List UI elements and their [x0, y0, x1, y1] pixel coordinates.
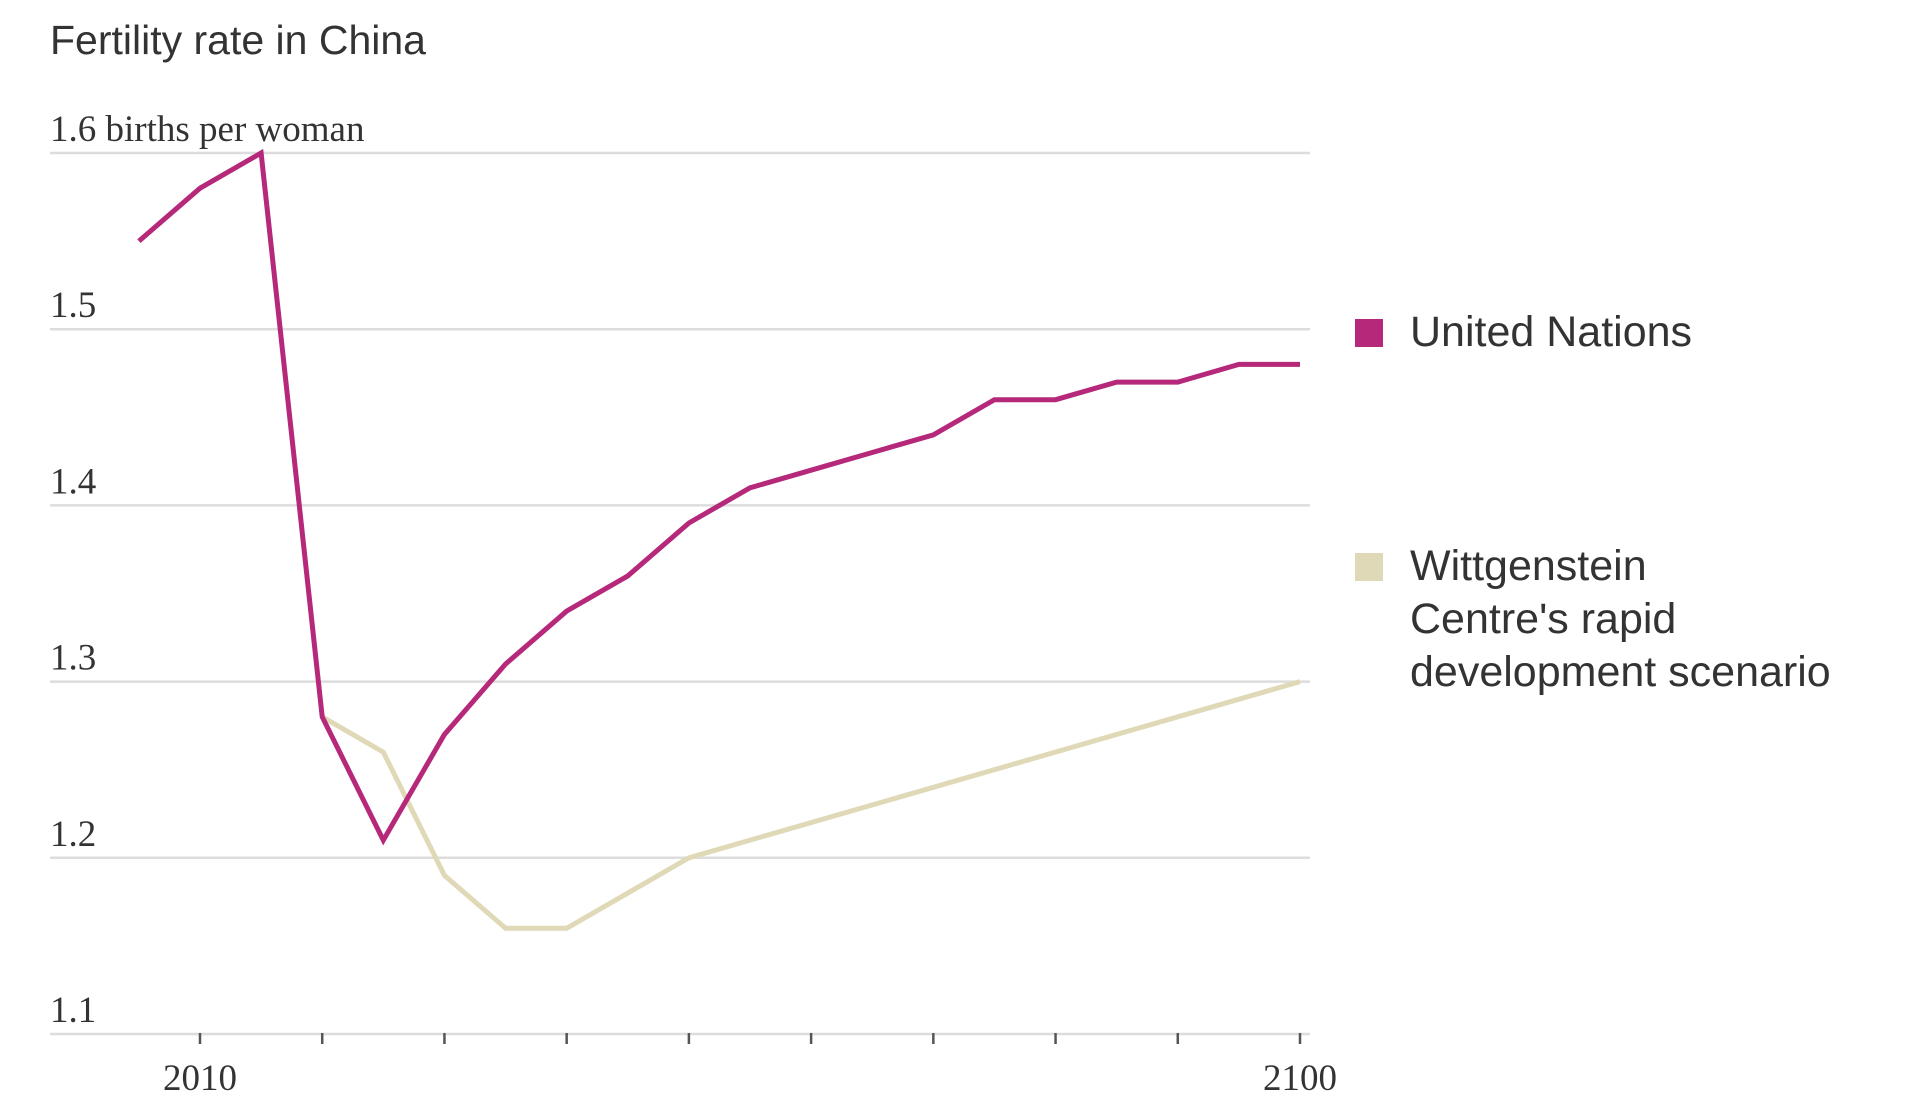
x-tick-label: 2100: [1263, 1058, 1337, 1099]
y-tick-label: 1.1: [50, 990, 96, 1031]
series-line-united-nations: [137, 148, 1300, 846]
legend-label: Wittgenstein: [1410, 542, 1647, 590]
legend: United Nations Wittgenstein Centre's rapid…: [1355, 308, 1831, 696]
y-axis-labels: 1.1 1.2 1.3 1.4 1.5 1.6 births per woman: [50, 109, 364, 1031]
series-line-wittgenstein: [320, 679, 1301, 931]
x-tick-label: 2010: [163, 1058, 237, 1099]
y-tick-label: 1.5: [50, 285, 96, 326]
legend-label: Centre's rapid: [1410, 595, 1676, 643]
legend-wittgenstein: Wittgenstein Centre's rapid development sc…: [1355, 542, 1831, 696]
y-tick-label: 1.3: [50, 638, 96, 679]
legend-united-nations: United Nations: [1355, 308, 1692, 356]
y-tick-label: 1.6 births per woman: [50, 109, 364, 150]
legend-swatch: [1355, 319, 1383, 347]
x-axis: 2010 2100: [163, 1033, 1337, 1099]
y-tick-label: 1.2: [50, 814, 96, 855]
legend-label: United Nations: [1410, 308, 1692, 356]
gridlines: [50, 151, 1310, 1036]
chart-title: Fertility rate in China: [50, 17, 426, 63]
legend-label: development scenario: [1410, 648, 1831, 696]
legend-swatch: [1355, 553, 1383, 581]
series-lines: [137, 148, 1301, 931]
y-tick-label: 1.4: [50, 461, 96, 502]
